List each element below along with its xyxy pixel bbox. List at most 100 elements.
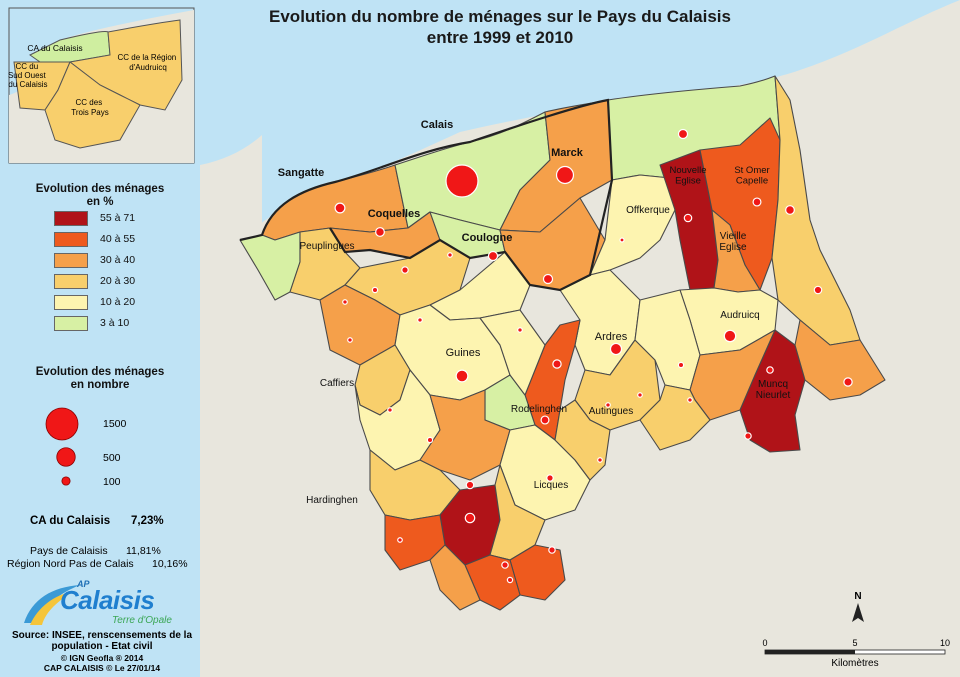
- circle-ne1: [677, 128, 689, 140]
- label-rodelinghen: Rodelinghen: [511, 404, 567, 415]
- legend-pct-swatch: [54, 295, 88, 310]
- legend-circle-100: [61, 476, 71, 486]
- legend-circle-500: [56, 447, 76, 467]
- circle-guines: [455, 369, 469, 383]
- label-peuplingues: Peuplingues: [299, 241, 354, 252]
- circle-ardres: [609, 342, 623, 356]
- inset-sud-ouest-l3: du Calaisis: [8, 80, 47, 89]
- commune-south-orange2: [429, 544, 481, 611]
- label-nouvelle-eglise-line: Eglise: [675, 176, 701, 187]
- logo-name: Calaisis: [60, 585, 155, 615]
- label-muncq-nieurlet-line: Muncq: [758, 379, 788, 390]
- legend-pct-label: 10 à 20: [100, 296, 136, 308]
- legend-pct-label: 40 à 55: [100, 233, 136, 245]
- label-muncq-nieurlet-line: Nieurlet: [756, 390, 791, 401]
- circle-lic: [546, 474, 554, 482]
- label-muncq-nieurlet: Muncq Nieurlet: [756, 379, 791, 401]
- commune-offkerque: [589, 174, 676, 276]
- circle-calais: [445, 164, 479, 198]
- label-autingues: Autingues: [589, 406, 633, 417]
- legend-pct-swatch: [54, 274, 88, 289]
- inset-label-ca: CA du Calaisis: [27, 43, 82, 53]
- label-coquelles: Coquelles: [368, 208, 421, 220]
- legend-percent-title: Evolution des ménages en %: [0, 183, 200, 209]
- label-guines: Guines: [446, 347, 481, 359]
- label-sangatte: Sangatte: [278, 167, 324, 179]
- circle-e5: [677, 361, 685, 369]
- label-st-omer-capelle-line: St Omer: [734, 165, 769, 176]
- inset-trois-pays-l1: CC des: [76, 98, 103, 107]
- circle-e6: [637, 392, 643, 398]
- label-licques: Licques: [534, 480, 568, 491]
- source-line4: CAP CALAISIS © Le 27/01/14: [43, 663, 161, 673]
- legend-pct-swatch: [54, 211, 88, 226]
- map-title: Evolution du nombre de ménages sur le Pa…: [180, 6, 820, 48]
- circle-w3: [517, 327, 523, 333]
- circle-ne2: [683, 213, 693, 223]
- circle-e2: [813, 285, 823, 295]
- legend-number-title-l1: Evolution des ménages: [35, 366, 165, 378]
- circle-m1: [542, 273, 554, 285]
- commune-south-mid: [554, 399, 611, 481]
- commune-mid-yellow: [479, 309, 546, 396]
- circle-e4: [744, 432, 752, 440]
- circle-w2: [417, 317, 423, 323]
- label-st-omer-capelle: St Omer Capelle: [734, 165, 769, 187]
- legend-circle-1500: [45, 407, 79, 441]
- circle-p4: [447, 252, 453, 258]
- inset-audruicq-l2: d'Audruicq: [129, 63, 167, 72]
- inset-audruicq: [68, 19, 183, 111]
- stat-region-label: Région Nord Pas de Calais: [7, 558, 134, 570]
- legend-nb-label-1500: 1500: [103, 418, 127, 430]
- label-offkerque: Offkerque: [626, 205, 670, 216]
- map-title-line2: entre 1999 et 2010: [426, 28, 574, 47]
- circle-coquelles: [375, 227, 385, 237]
- source-line3: © IGN Geofla ® 2014: [60, 653, 144, 663]
- scale-tick-10: 10: [940, 638, 950, 648]
- label-nouvelle-eglise-line: Nouvelle: [670, 165, 707, 176]
- logo-mark: [24, 585, 80, 625]
- circle-h1: [426, 436, 434, 444]
- stat-pays-label: Pays de Calaisis: [30, 545, 108, 557]
- labels-layer: Calais Marck Sangatte Coquelles Coulogne Peup…: [278, 119, 791, 506]
- scale-unit: Kilomètres: [831, 658, 878, 669]
- inset-trois-pays-l2: Trois Pays: [71, 108, 109, 117]
- circle-offk: [619, 237, 625, 243]
- source-line2: population - Etat civil: [51, 641, 153, 652]
- inset-map: CA du Calaisis CC du Sud Ouest du Calais…: [8, 7, 195, 164]
- circle-s1: [501, 561, 509, 569]
- communes-layer: [239, 75, 886, 611]
- legend-nb-label-100: 100: [103, 476, 121, 488]
- legend-circles: [45, 407, 79, 486]
- inset-trois-pays: [44, 61, 141, 149]
- circle-marck: [555, 165, 575, 185]
- stat-ca-value: 7,23%: [131, 515, 164, 527]
- inset-audruicq-l1: CC de la Région: [118, 53, 177, 62]
- circle-l1: [465, 480, 475, 490]
- north-arrow-shape: [852, 603, 864, 622]
- scale-tick-0: 0: [762, 638, 767, 648]
- logo: AP Calaisis Terre d'Opale: [22, 579, 182, 629]
- legend-nb-label-500: 500: [103, 452, 121, 464]
- circle-rod: [540, 415, 550, 425]
- inset-sud-ouest-l2: Sud Ouest: [8, 71, 47, 80]
- label-vieille-eglise-line: Vieille: [720, 231, 747, 242]
- legend-percent: Evolution des ménages en % 55 à 71 40 à 5…: [0, 183, 200, 343]
- legend-pct-label: 3 à 10: [100, 317, 130, 329]
- legend-number-title-l2: en nombre: [70, 379, 130, 391]
- circle-muncq: [766, 366, 774, 374]
- legend-pct-label: 20 à 30: [100, 275, 136, 287]
- circle-p1: [401, 266, 409, 274]
- legend-number-title: Evolution des ménages en nombre: [0, 366, 200, 392]
- inset-sud-ouest-l1: CC du: [16, 62, 39, 71]
- circle-sangatte: [334, 202, 346, 214]
- north-label: N: [854, 591, 861, 602]
- stat-ca-label: CA du Calaisis: [30, 515, 111, 527]
- legend-number: Evolution des ménages en nombre: [0, 366, 200, 392]
- label-caffiers: Caffiers: [320, 378, 354, 389]
- north-arrow: N: [852, 591, 864, 622]
- circle-s2: [548, 546, 556, 554]
- legend-percent-title-l2: en %: [86, 196, 114, 208]
